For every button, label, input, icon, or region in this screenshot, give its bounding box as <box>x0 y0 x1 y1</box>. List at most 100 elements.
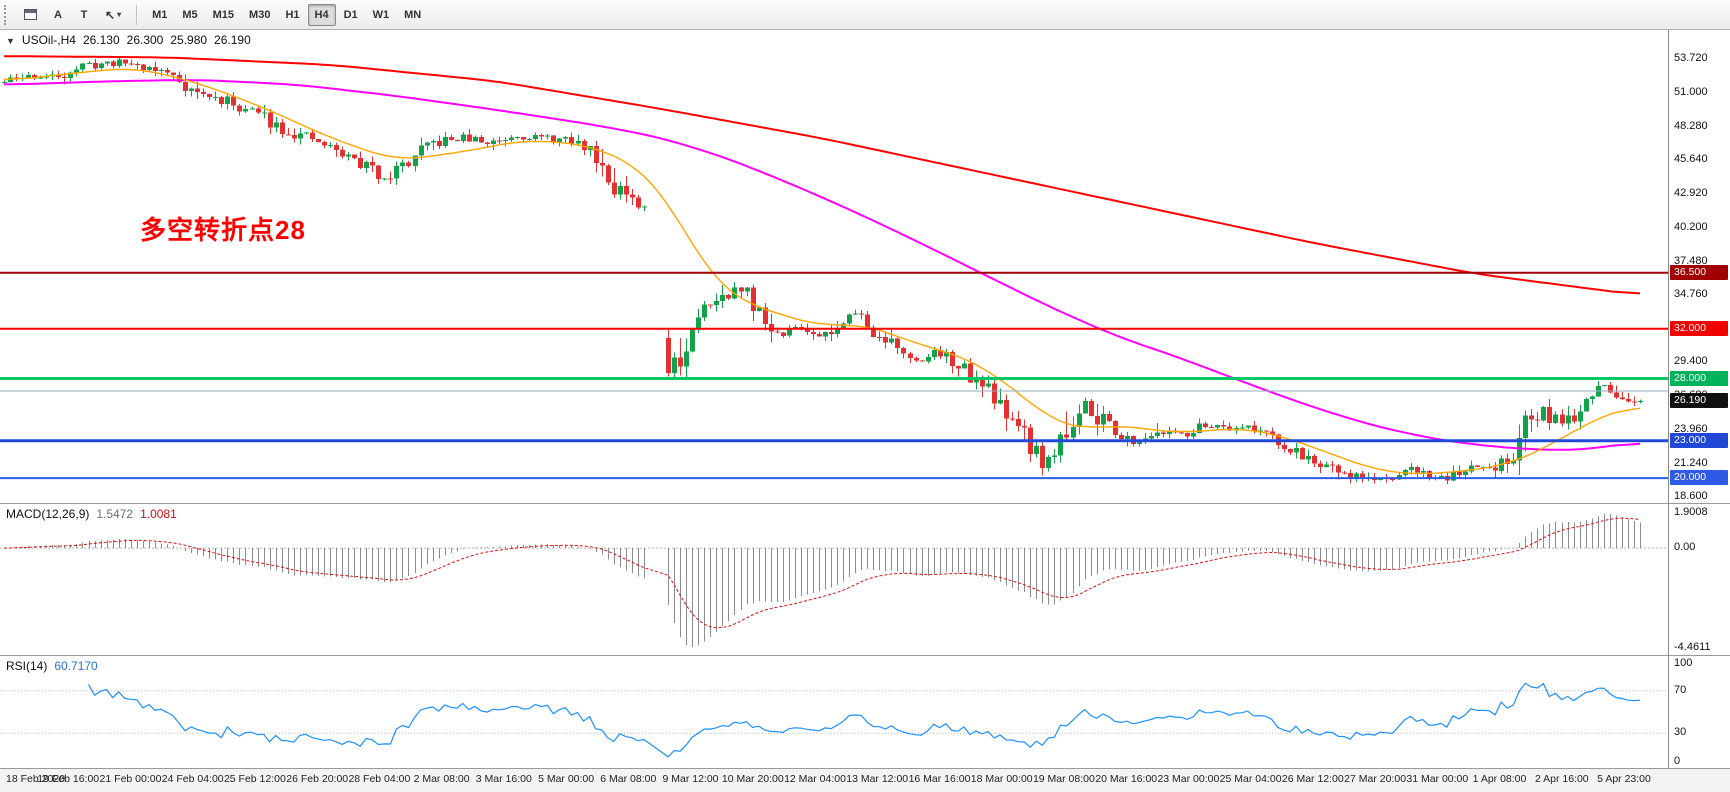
macd-histogram <box>9 514 1642 647</box>
text-tool-button[interactable]: T <box>72 4 96 26</box>
time-axis-label: 1 Apr 08:00 <box>1472 773 1527 785</box>
time-axis-label: 18 Feb 2020 <box>6 773 65 785</box>
macd-value-signal: 1.0081 <box>140 507 177 521</box>
macd-title: MACD(12,26,9) <box>6 507 90 521</box>
price-axis-label: 53.720 <box>1674 52 1708 65</box>
toolbar-grip[interactable] <box>4 4 10 25</box>
rsi-line[interactable] <box>87 682 1641 758</box>
time-axis-label: 26 Feb 20:00 <box>286 773 349 785</box>
price-badge-26.190: 26.190 <box>1670 393 1728 409</box>
price-axis-label: 40.200 <box>1674 220 1708 233</box>
price-badge-23.000: 23.000 <box>1670 432 1728 448</box>
main-plot: ▼ USOil-,H4 26.130 26.300 25.980 26.190 … <box>0 30 1668 503</box>
rsi-canvas[interactable] <box>0 656 1668 768</box>
cursor-icon: ↖ <box>105 7 116 22</box>
time-axis-label: 24 Feb 04:00 <box>161 773 224 785</box>
time-axis-label: 21 Feb 00:00 <box>99 773 162 785</box>
time-axis-label: 9 Mar 12:00 <box>662 773 719 785</box>
time-axis-label: 20 Mar 16:00 <box>1095 773 1158 785</box>
timeframe-H4[interactable]: H4 <box>307 3 336 26</box>
rsi-panel: RSI(14) 60.7170 100 70 30 0 <box>0 655 1730 768</box>
time-axis-label: 12 Mar 04:00 <box>784 773 846 785</box>
time-axis-label: 3 Mar 16:00 <box>475 773 532 785</box>
ma-line-fast-orange[interactable] <box>3 68 1641 475</box>
macd-axis-label: -4.4611 <box>1674 641 1711 653</box>
macd-header: MACD(12,26,9) 1.5472 1.0081 <box>6 507 177 521</box>
timeframe-M15[interactable]: M15 <box>206 4 241 26</box>
macd-canvas[interactable] <box>0 504 1668 655</box>
time-axis-label: 19 Mar 08:00 <box>1032 773 1095 785</box>
price-badge-20.000: 20.000 <box>1670 470 1728 486</box>
timeframe-group: M1 M5 M15 M30 H1 H4 D1 W1 MN <box>145 3 428 26</box>
price-axis-label: 18.600 <box>1674 489 1708 502</box>
time-axis[interactable]: 18 Feb 2020 19 Feb 16:00 21 Feb 00:00 24 Fe… <box>0 768 1730 792</box>
main-chart-canvas[interactable] <box>0 30 1668 503</box>
toolbar-separator <box>136 4 138 25</box>
time-axis-label: 25 Feb 12:00 <box>223 773 286 785</box>
main-chart-header: ▼ USOil-,H4 26.130 26.300 25.980 26.190 <box>6 33 251 47</box>
time-axis-label: 16 Mar 16:00 <box>908 773 971 785</box>
ma-line-slow-red[interactable] <box>3 55 1641 295</box>
macd-value-main: 1.5472 <box>96 507 134 521</box>
rsi-axis-label: 100 <box>1674 657 1693 669</box>
chart-window-icon <box>24 9 37 20</box>
ohlc-high: 26.300 <box>126 33 164 47</box>
chart-window-button[interactable] <box>17 4 44 26</box>
macd-signal-line[interactable] <box>3 517 1641 629</box>
time-axis-label: 13 Mar 12:00 <box>846 773 909 785</box>
price-axis-label: 21.240 <box>1674 456 1708 469</box>
time-axis-label: 10 Mar 20:00 <box>721 773 784 785</box>
macd-panel: MACD(12,26,9) 1.5472 1.0081 1.9008 0.00 -4… <box>0 503 1730 655</box>
rsi-title: RSI(14) <box>6 659 48 673</box>
time-axis-label: 5 Mar 00:00 <box>538 773 595 785</box>
time-axis-label: 28 Feb 04:00 <box>348 773 411 785</box>
macd-plot: MACD(12,26,9) 1.5472 1.0081 <box>0 504 1668 655</box>
annotate-a-button[interactable]: A <box>46 4 70 26</box>
ohlc-low: 25.980 <box>170 33 208 47</box>
time-axis-label: 2 Apr 16:00 <box>1534 773 1589 785</box>
time-axis-label: 19 Feb 16:00 <box>37 773 100 785</box>
price-axis-label: 42.920 <box>1674 186 1708 199</box>
candles <box>2 57 1643 484</box>
price-badge-28.000: 28.000 <box>1670 370 1728 386</box>
timeframe-M1[interactable]: M1 <box>145 4 174 26</box>
rsi-axis-label: 70 <box>1674 683 1687 696</box>
cursor-tool-button[interactable]: ↖ ▾ <box>98 4 128 26</box>
rsi-axis-label: 30 <box>1674 726 1687 739</box>
macd-axis[interactable]: 1.9008 0.00 -4.4611 <box>1668 504 1730 655</box>
timeframe-MN[interactable]: MN <box>397 4 428 26</box>
toolbar: A T ↖ ▾ M1 M5 M15 M30 H1 H4 D1 W1 MN <box>0 0 1730 30</box>
time-axis-label: 26 Mar 12:00 <box>1281 773 1344 785</box>
symbol-period-label: USOil-,H4 <box>21 33 76 47</box>
ohlc-open: 26.130 <box>82 33 120 47</box>
ohlc-close: 26.190 <box>214 33 251 47</box>
price-axis-label: 34.760 <box>1674 288 1708 301</box>
time-axis-label: 18 Mar 00:00 <box>970 773 1033 785</box>
price-axis-label: 23.960 <box>1674 422 1708 435</box>
time-axis-label: 23 Mar 00:00 <box>1157 773 1220 785</box>
rsi-plot: RSI(14) 60.7170 <box>0 656 1668 768</box>
macd-axis-label: 0.00 <box>1674 541 1696 554</box>
ma-line-mid-magenta[interactable] <box>3 79 1641 451</box>
rsi-axis[interactable]: 100 70 30 0 <box>1668 656 1730 768</box>
rsi-header: RSI(14) 60.7170 <box>6 659 98 673</box>
timeframe-D1[interactable]: D1 <box>337 4 365 26</box>
main-price-axis[interactable]: 53.720 51.000 48.280 45.640 42.920 40.200 37.4… <box>1668 30 1730 503</box>
time-axis-label: 25 Mar 04:00 <box>1219 773 1282 785</box>
chevron-down-icon: ▾ <box>117 10 122 19</box>
price-axis-label: 48.280 <box>1674 120 1708 133</box>
chart-annotation[interactable]: 多空转折点28 <box>140 215 306 245</box>
time-axis-label: 6 Mar 08:00 <box>600 773 657 785</box>
price-badge-32.000: 32.000 <box>1670 320 1728 336</box>
timeframe-M5[interactable]: M5 <box>175 4 204 26</box>
time-axis-label: 27 Mar 20:00 <box>1344 773 1407 785</box>
chart-dropdown-icon[interactable]: ▼ <box>6 36 15 46</box>
time-axis-label: 31 Mar 00:00 <box>1406 773 1469 785</box>
timeframe-W1[interactable]: W1 <box>366 4 397 26</box>
macd-axis-label: 1.9008 <box>1674 506 1708 518</box>
timeframe-M30[interactable]: M30 <box>242 4 277 26</box>
timeframe-H1[interactable]: H1 <box>278 4 306 26</box>
main-chart-panel: ▼ USOil-,H4 26.130 26.300 25.980 26.190 … <box>0 30 1730 503</box>
price-axis-label: 29.400 <box>1674 355 1708 368</box>
